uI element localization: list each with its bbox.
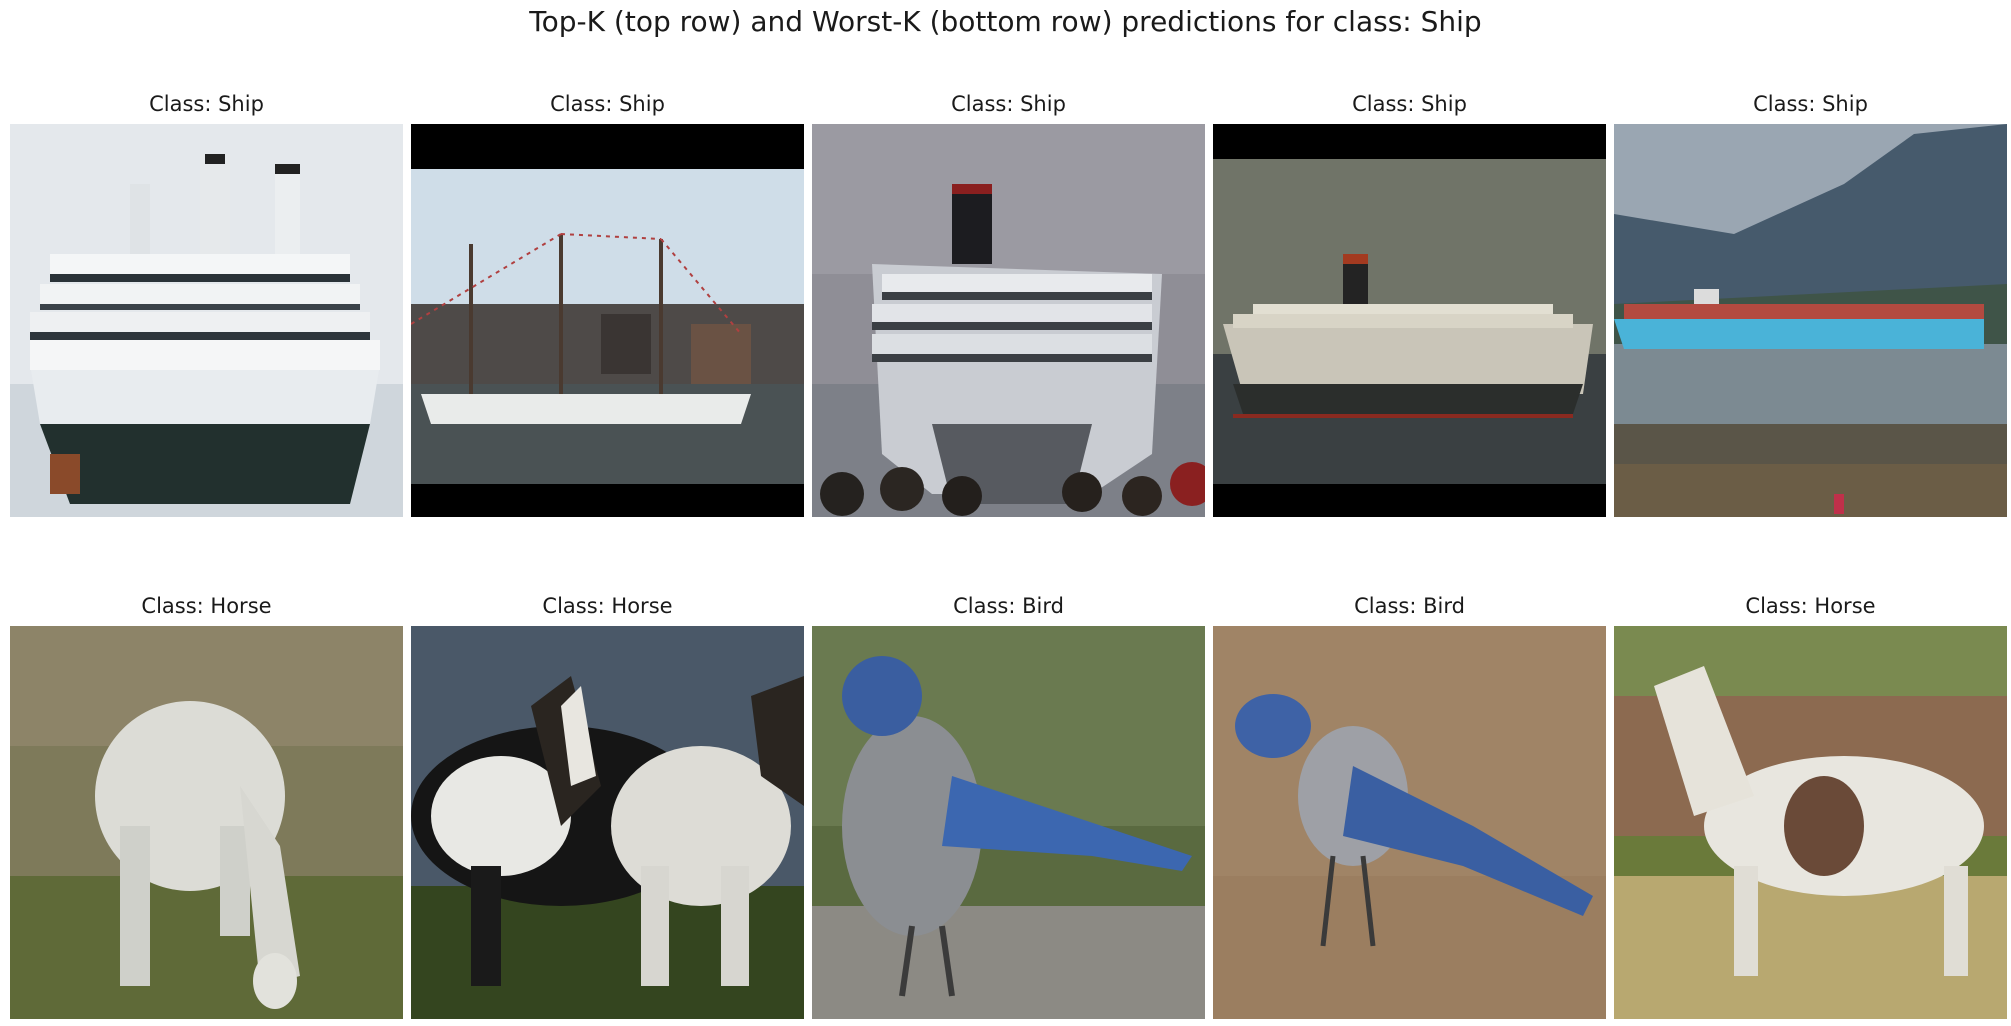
ship-image xyxy=(10,124,403,517)
ship-image xyxy=(812,124,1205,517)
ship-image xyxy=(1213,124,1606,517)
image-title: Class: Ship xyxy=(550,92,665,116)
image-title: Class: Ship xyxy=(1352,92,1467,116)
image-title: Class: Horse xyxy=(141,594,272,618)
image-title: Class: Ship xyxy=(1753,92,1868,116)
image-title: Class: Bird xyxy=(1354,594,1465,618)
figure-title: Top-K (top row) and Worst-K (bottom row)… xyxy=(529,5,1482,38)
ship-image xyxy=(1614,124,2007,517)
horse-image xyxy=(411,626,804,1019)
ship-image xyxy=(411,124,804,517)
horse-image xyxy=(1614,626,2007,1019)
horse-image xyxy=(10,626,403,1019)
image-title: Class: Horse xyxy=(542,594,673,618)
bird-image xyxy=(812,626,1205,1019)
image-title: Class: Ship xyxy=(149,92,264,116)
image-title: Class: Bird xyxy=(953,594,1064,618)
image-title: Class: Horse xyxy=(1745,594,1876,618)
bird-image xyxy=(1213,626,1606,1019)
image-title: Class: Ship xyxy=(951,92,1066,116)
